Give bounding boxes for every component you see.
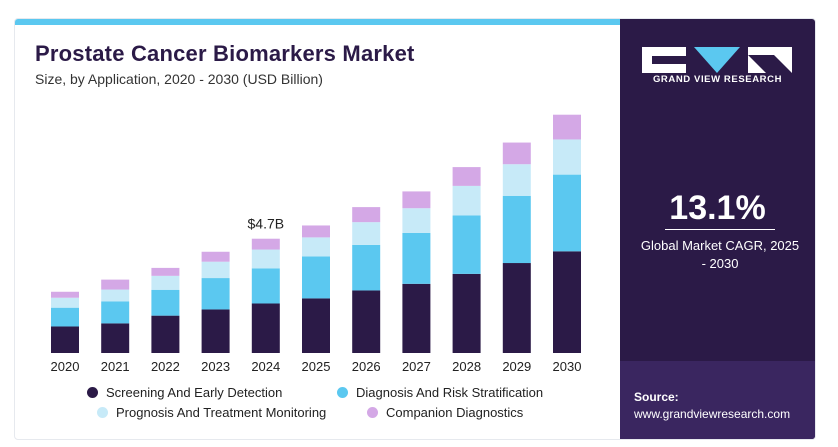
- bar-segment-2027-s2: [402, 208, 431, 233]
- bar-segment-2030-s0: [553, 251, 581, 353]
- stacked-bar-chart: 2020 2021 2022 2023 $4.7B 2024 2025 2026 2027 202…: [51, 114, 582, 374]
- legend-label: Diagnosis And Risk Stratification: [356, 385, 544, 400]
- bar-segment-2026-s0: [352, 290, 381, 353]
- bar-segment-2027-s1: [402, 232, 431, 284]
- bar-segment-2021-s2: [101, 289, 130, 302]
- legend-item-0: Screening And Early Detection: [87, 385, 282, 400]
- bar-segment-2029-s2: [502, 164, 531, 196]
- x-tick-label-2029: 2029: [502, 359, 531, 374]
- chart-subtitle: Size, by Application, 2020 - 2030 (USD B…: [35, 71, 323, 87]
- bar-segment-2027-s0: [402, 283, 431, 353]
- legend-item-1: Diagnosis And Risk Stratification: [337, 385, 543, 400]
- bar-segment-2023-s2: [201, 261, 230, 279]
- legend-label: Prognosis And Treatment Monitoring: [116, 405, 327, 420]
- bar-segment-2027-s3: [402, 191, 431, 209]
- bar-segment-2024-s2: [251, 249, 280, 269]
- x-tick-label-2028: 2028: [452, 359, 481, 374]
- legend-label: Companion Diagnostics: [386, 405, 524, 420]
- bar-segment-2030-s1: [553, 174, 581, 252]
- x-tick-label-2022: 2022: [151, 359, 180, 374]
- bar-segment-2025-s1: [302, 256, 330, 299]
- bar-segment-2020-s1: [51, 307, 79, 327]
- legend-label: Screening And Early Detection: [106, 385, 283, 400]
- bar-segment-2021-s3: [101, 279, 130, 290]
- cagr-value: 13.1%: [669, 189, 766, 227]
- bar-segment-2020-s3: [51, 291, 79, 298]
- source-area: [620, 361, 815, 439]
- bar-segment-2028-s1: [452, 215, 481, 274]
- bar-segment-2024-s1: [251, 268, 280, 304]
- cagr-label: Global Market CAGR, 2025 - 2030: [640, 238, 800, 271]
- legend-swatch: [337, 387, 348, 398]
- brand-name: GRAND VIEW RESEARCH: [652, 74, 783, 85]
- bar-segment-2022-s3: [151, 267, 180, 276]
- x-tick-label-2023: 2023: [201, 359, 230, 374]
- data-label-2024: $4.7B: [248, 216, 285, 232]
- legend-item-3: Companion Diagnostics: [367, 405, 523, 420]
- bar-segment-2021-s1: [101, 301, 130, 324]
- grand-view-research-logo: [642, 47, 792, 73]
- chart-title: Prostate Cancer Biomarkers Market: [35, 41, 415, 66]
- legend-swatch: [87, 387, 98, 398]
- bar-segment-2026-s1: [352, 244, 381, 291]
- bar-segment-2025-s2: [302, 237, 330, 257]
- accent-bar: [15, 19, 620, 25]
- legend-item-2: Prognosis And Treatment Monitoring: [97, 405, 326, 420]
- cagr-divider: [665, 229, 775, 230]
- x-tick-label-2021: 2021: [101, 359, 130, 374]
- bar-segment-2028-s3: [452, 167, 481, 186]
- x-tick-label-2026: 2026: [352, 359, 381, 374]
- bar-segment-2028-s0: [452, 273, 481, 353]
- bar-segment-2030-s3: [553, 114, 581, 140]
- bar-segment-2023-s3: [201, 251, 230, 262]
- bar-segment-2023-s0: [201, 309, 230, 353]
- bar-segment-2024-s3: [251, 238, 280, 250]
- bar-segment-2020-s2: [51, 297, 79, 308]
- chart-card: Prostate Cancer Biomarkers Market Size, …: [14, 18, 816, 440]
- bar-segment-2029-s3: [502, 142, 531, 165]
- bar-segment-2021-s0: [101, 323, 130, 353]
- x-tick-label-2020: 2020: [51, 359, 80, 374]
- bar-segment-2022-s0: [151, 315, 180, 353]
- x-tick-label-2024: 2024: [251, 359, 280, 374]
- legend-swatch: [97, 407, 108, 418]
- bar-segment-2022-s1: [151, 289, 180, 316]
- source-label: Source:: [634, 390, 679, 404]
- bar-segment-2029-s1: [502, 195, 531, 264]
- bar-segment-2022-s2: [151, 275, 180, 290]
- bar-segment-2026-s3: [352, 207, 381, 223]
- x-tick-label-2025: 2025: [302, 359, 331, 374]
- legend-swatch: [367, 407, 378, 418]
- bar-segment-2025-s3: [302, 225, 330, 238]
- bar-segment-2029-s0: [502, 263, 531, 353]
- bar-segment-2026-s2: [352, 222, 381, 245]
- bar-segment-2023-s1: [201, 278, 230, 310]
- bar-segment-2025-s0: [302, 298, 330, 353]
- bar-segment-2020-s0: [51, 326, 79, 353]
- x-tick-label-2030: 2030: [553, 359, 582, 374]
- bar-segment-2028-s2: [452, 185, 481, 216]
- bar-segment-2030-s2: [553, 139, 581, 175]
- source-link[interactable]: www.grandviewresearch.com: [634, 407, 791, 421]
- bar-segment-2024-s0: [251, 303, 280, 353]
- brand-panel: GRAND VIEW RESEARCH 13.1% Global Market …: [620, 19, 815, 439]
- x-tick-label-2027: 2027: [402, 359, 431, 374]
